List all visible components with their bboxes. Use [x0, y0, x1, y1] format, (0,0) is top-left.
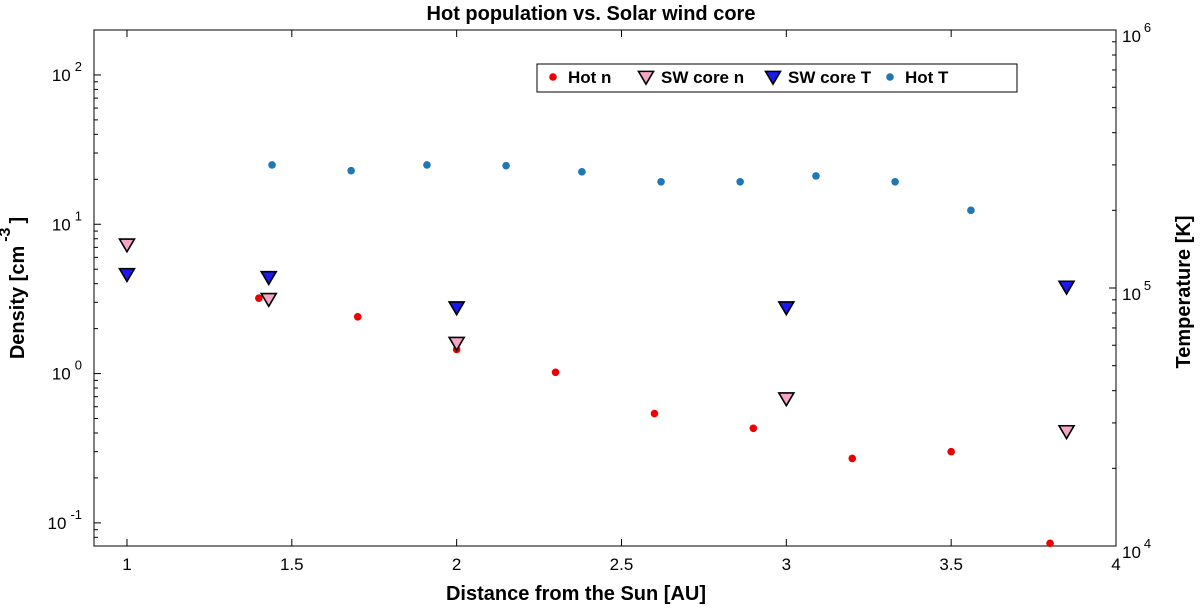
legend-marker-hot-n: [549, 73, 557, 81]
x-tick-label: 3: [782, 555, 791, 574]
legend-item-hot-t: Hot T: [886, 68, 949, 87]
legend-label-sw-core-t: SW core T: [788, 68, 872, 87]
tick-base: 10: [1122, 27, 1141, 46]
left-y-tick-label: 10 -1: [48, 507, 82, 533]
left-y-tick-label: 10 0: [52, 358, 82, 384]
tick-exponent: 4: [1144, 536, 1151, 551]
legend: Hot n SW core n SW core T Hot T: [536, 63, 1018, 93]
point-hot-n: [1046, 539, 1054, 548]
point-hot-n: [650, 409, 659, 418]
point-hot-t: [657, 178, 665, 186]
point-hot-t: [736, 178, 744, 186]
left-y-label-main: Density [cm: [7, 246, 29, 359]
tick-exponent: -1: [70, 507, 82, 522]
chart-title: Hot population vs. Solar wind core: [427, 3, 756, 25]
tick-base: 10: [1122, 285, 1141, 304]
plot-frame: [93, 29, 1117, 547]
point-sw-core-n: [1057, 424, 1076, 441]
point-hot-t: [578, 168, 586, 176]
series-sw-core-t: [118, 267, 1076, 317]
left-y-label-exponent: -3: [0, 227, 14, 241]
point-sw-core-t: [447, 301, 466, 317]
point-hot-n: [255, 294, 263, 302]
point-sw-core-t: [1057, 280, 1076, 296]
legend-label-sw-core-n: SW core n: [661, 68, 744, 87]
point-sw-core-t: [118, 267, 136, 284]
left-y-tick-label: 10 1: [52, 208, 82, 234]
point-sw-core-n: [118, 238, 136, 254]
tick-exponent: 1: [75, 208, 82, 223]
tick-base: 10: [52, 66, 71, 85]
left-y-axis-label: Density [cm -3]: [0, 217, 29, 359]
right-y-tick-label: 10 4: [1122, 536, 1151, 562]
point-hot-t: [347, 166, 355, 175]
tick-exponent: 2: [75, 59, 82, 74]
legend-item-hot-n: Hot n: [549, 68, 611, 87]
point-hot-n: [749, 424, 758, 433]
right-y-tick-label: 10 5: [1122, 278, 1151, 304]
tick-exponent: 0: [75, 358, 82, 373]
point-sw-core-n: [259, 292, 278, 308]
point-hot-t: [268, 161, 276, 169]
x-axis-ticks: 1 1.5 2 2.5 3 3.5 4: [122, 30, 1121, 574]
right-y-axis-label: Temperature [K]: [1173, 216, 1195, 369]
x-tick-label: 2.5: [610, 555, 634, 574]
point-sw-core-t: [777, 301, 796, 317]
left-y-tick-label: 10 2: [52, 59, 82, 85]
tick-base: 10: [52, 365, 71, 384]
point-sw-core-n: [447, 336, 466, 352]
series-hot-t: [268, 161, 975, 215]
data-series: [118, 161, 1076, 548]
legend-item-sw-core-n: SW core n: [637, 68, 744, 87]
legend-marker-sw-core-n: [637, 70, 655, 86]
x-tick-label: 3.5: [939, 555, 963, 574]
point-hot-t: [891, 178, 899, 186]
legend-marker-hot-t: [886, 73, 894, 81]
tick-base: 10: [48, 514, 67, 533]
series-sw-core-n: [118, 238, 1076, 441]
point-hot-t: [423, 161, 431, 169]
point-hot-t: [812, 172, 820, 180]
svg-text:Density [cm-3]: Density [cm -3]: [0, 217, 29, 359]
point-hot-t: [967, 206, 975, 215]
tick-exponent: 5: [1144, 278, 1151, 293]
tick-exponent: 6: [1144, 20, 1151, 35]
legend-item-sw-core-t: SW core T: [764, 68, 872, 87]
legend-label-hot-t: Hot T: [905, 68, 949, 87]
legend-marker-sw-core-t: [764, 70, 782, 86]
point-hot-n: [353, 312, 362, 321]
left-y-label-close: ]: [7, 217, 29, 224]
x-axis-label: Distance from the Sun [AU]: [446, 583, 706, 605]
tick-base: 10: [52, 215, 71, 234]
x-tick-label: 4: [1111, 555, 1120, 574]
point-hot-n: [947, 447, 955, 456]
right-y-label-text: Temperature [K]: [1173, 216, 1195, 369]
legend-label-hot-n: Hot n: [568, 68, 611, 87]
point-hot-n: [551, 368, 560, 377]
right-y-tick-label: 10 6: [1122, 20, 1151, 46]
point-sw-core-n: [777, 392, 796, 408]
x-tick-label: 1.5: [280, 555, 304, 574]
point-hot-n: [848, 454, 857, 463]
x-tick-label: 2: [452, 555, 461, 574]
point-sw-core-t: [259, 270, 278, 287]
x-tick-label: 1: [122, 555, 131, 574]
tick-base: 10: [1122, 543, 1141, 562]
point-hot-t: [502, 161, 510, 170]
